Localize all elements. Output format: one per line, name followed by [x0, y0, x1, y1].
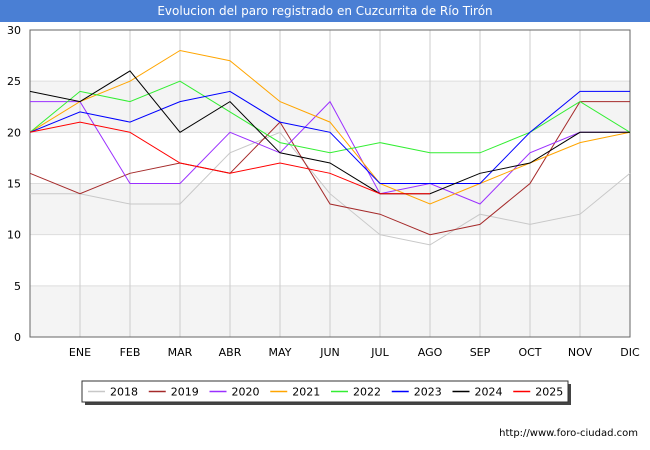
legend-label-2018: 2018: [110, 386, 138, 399]
legend: 2018 2019 2020 2021 2022 2023 2024 2025: [81, 380, 571, 405]
plot-frame: [29, 29, 631, 338]
source-credit: http://www.foro-ciudad.com: [499, 428, 638, 439]
series-line-2018: [30, 131, 631, 246]
legend-label-2024: 2024: [475, 386, 503, 399]
legend-label-2022: 2022: [353, 386, 381, 399]
chart-title: Evolucion del paro registrado en Cuzcurr…: [0, 0, 650, 22]
series-line-2019: [29, 101, 630, 236]
x-tick-label: DIC: [620, 346, 640, 359]
y-tick-label: 30: [7, 24, 21, 37]
series-line-2023: [29, 90, 630, 184]
y-tick-label: 15: [7, 178, 21, 191]
legend-label-2020: 2020: [232, 386, 260, 399]
y-tick-label: 25: [7, 75, 21, 88]
x-axis-ticks: ENE FEB MAR ABR MAY JUN JUL AGO SEP OCT NOV DIC: [69, 346, 640, 359]
x-tick-label: ABR: [219, 346, 242, 359]
series-lines: [29, 49, 631, 246]
series-line-2024: [29, 70, 630, 195]
x-tick-label: AGO: [418, 346, 443, 359]
x-tick-label: NOV: [568, 346, 593, 359]
legend-label-2023: 2023: [414, 386, 442, 399]
x-tick-label: MAR: [168, 346, 193, 359]
legend-label-2025: 2025: [535, 386, 563, 399]
x-tick-label: SEP: [470, 346, 491, 359]
y-tick-label: 0: [14, 331, 21, 344]
x-tick-label: OCT: [518, 346, 541, 359]
y-tick-label: 10: [7, 229, 21, 242]
y-tick-label: 5: [14, 280, 21, 293]
legend-box: [81, 380, 569, 403]
x-tick-label: JUL: [370, 346, 389, 359]
x-tick-label: MAY: [269, 346, 292, 359]
series-line-2020: [30, 100, 630, 205]
y-tick-label: 20: [7, 126, 21, 139]
legend-label-2021: 2021: [292, 386, 320, 399]
x-tick-label: ENE: [69, 346, 91, 359]
x-tick-label: JUN: [319, 346, 340, 359]
series-line-2025: [29, 121, 430, 195]
y-axis-ticks: 0 5 10 15 20 25 30: [7, 24, 21, 344]
x-tick-label: FEB: [120, 346, 141, 359]
legend-label-2019: 2019: [171, 386, 199, 399]
